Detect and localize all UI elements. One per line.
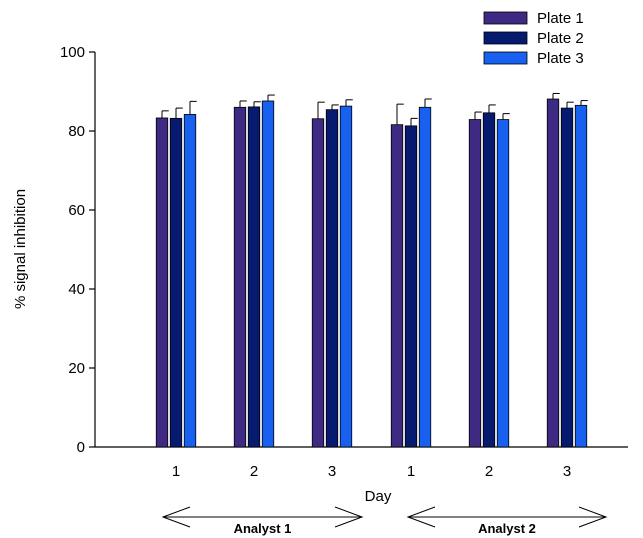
bar bbox=[233, 106, 247, 448]
bar bbox=[574, 104, 588, 448]
legend-label: Plate 1 bbox=[537, 10, 584, 27]
bar bbox=[468, 119, 482, 448]
error-bars bbox=[161, 92, 588, 126]
x-tick-label: 2 bbox=[485, 463, 493, 480]
group-label: Analyst 2 bbox=[478, 521, 536, 536]
x-tick-label: 1 bbox=[172, 463, 180, 480]
bar bbox=[325, 109, 339, 448]
group-arrow-head-right bbox=[334, 506, 364, 528]
axes bbox=[94, 52, 628, 448]
group-arrow-head-left bbox=[161, 506, 191, 528]
bar bbox=[482, 112, 496, 448]
bar bbox=[155, 117, 169, 448]
y-tick-label: 100 bbox=[60, 44, 85, 61]
bar bbox=[496, 119, 510, 448]
bars bbox=[155, 98, 588, 448]
bar bbox=[404, 125, 418, 448]
y-ticks: 0 20 40 60 80 100 bbox=[60, 44, 95, 456]
bar bbox=[247, 106, 261, 448]
y-tick-label: 40 bbox=[68, 281, 85, 298]
legend-label: Plate 3 bbox=[537, 50, 584, 67]
legend-swatch bbox=[483, 51, 528, 65]
group-annotations: Analyst 1 Analyst 2 bbox=[161, 506, 608, 536]
bar bbox=[418, 106, 432, 448]
bar bbox=[546, 98, 560, 448]
y-tick-label: 60 bbox=[68, 202, 85, 219]
bar bbox=[390, 124, 404, 448]
x-tick-label: 2 bbox=[250, 463, 258, 480]
group-arrow-head-left bbox=[406, 506, 436, 528]
x-tick-label: 3 bbox=[563, 463, 571, 480]
legend-swatch bbox=[483, 31, 528, 45]
group-label: Analyst 1 bbox=[234, 521, 292, 536]
legend-swatch bbox=[483, 11, 528, 25]
y-tick-label: 80 bbox=[68, 123, 85, 140]
y-axis-title: % signal inhibition bbox=[12, 189, 29, 309]
y-tick-label: 20 bbox=[68, 360, 85, 377]
x-axis-title: Day bbox=[365, 488, 392, 505]
bar bbox=[261, 100, 275, 448]
y-tick-label: 0 bbox=[77, 439, 85, 456]
bar bbox=[183, 114, 197, 448]
legend-label: Plate 2 bbox=[537, 30, 584, 47]
group-arrow-head-right bbox=[578, 506, 608, 528]
bar bbox=[339, 105, 353, 448]
bar bbox=[169, 117, 183, 448]
x-tick-label: 3 bbox=[328, 463, 336, 480]
x-ticks: 1 2 3 1 2 3 bbox=[172, 463, 571, 480]
bar bbox=[560, 107, 574, 448]
legend: Plate 1 Plate 2 Plate 3 bbox=[483, 10, 584, 67]
x-tick-label: 1 bbox=[407, 463, 415, 480]
bar bbox=[311, 118, 325, 448]
